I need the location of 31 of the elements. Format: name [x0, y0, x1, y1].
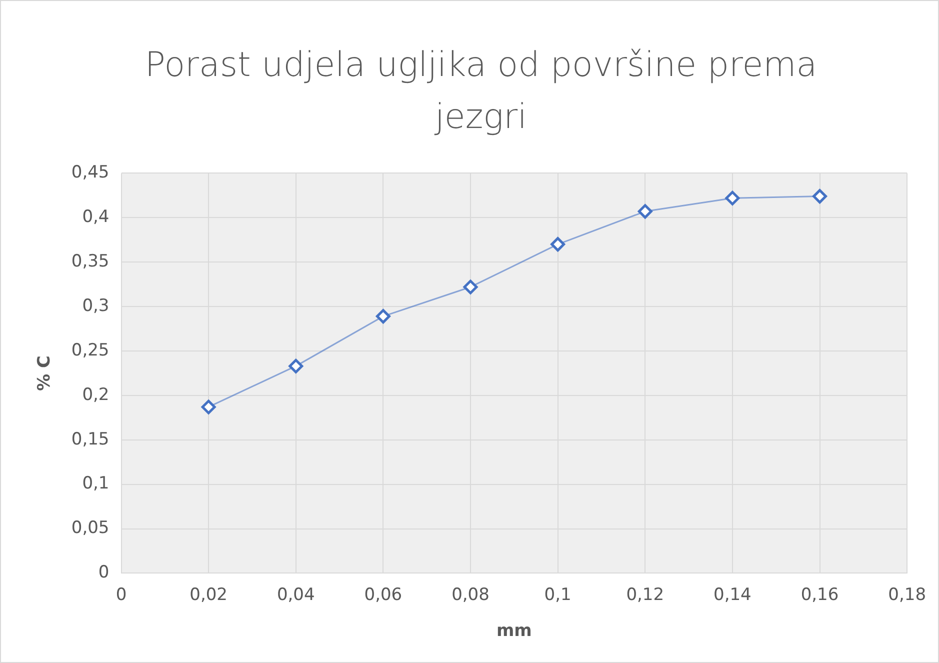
x-tick-label: 0,18	[888, 584, 926, 605]
x-tick-label: 0,04	[276, 584, 315, 605]
y-tick-label: 0,1	[82, 474, 110, 494]
y-axis-title: % C	[34, 355, 55, 391]
x-tick-label: 0,08	[452, 584, 490, 605]
point	[463, 280, 478, 294]
point	[201, 400, 216, 414]
y-tick-label: 0,4	[82, 207, 110, 228]
point	[550, 237, 566, 252]
y-tick-label: 0,35	[71, 252, 110, 272]
x-tick-label: 0	[116, 584, 127, 605]
y-tick-label: 0	[98, 562, 110, 583]
y-tick-label: 0,15	[71, 429, 110, 450]
x-axis-title: mm	[496, 621, 532, 642]
y-tick-label: 0,05	[71, 518, 110, 538]
point	[638, 204, 652, 219]
y-tick-label: 0,25	[71, 340, 110, 360]
point	[376, 309, 390, 324]
x-tick-label: 0,02	[190, 584, 228, 605]
x-tick-label: 0,1	[544, 584, 572, 605]
y-tick-label: 0,45	[71, 162, 110, 183]
x-tick-label: 0,06	[364, 584, 402, 605]
x-tick-label: 0,14	[714, 584, 752, 605]
point	[725, 190, 740, 206]
x-tick-label: 0,16	[800, 584, 839, 605]
y-tick-label: 0,3	[82, 296, 110, 316]
y-tick-label: 0,2	[82, 384, 110, 405]
chart-title: Porast udjela ugljika od površine prema jezgri	[144, 44, 818, 139]
x-tick-label: 0,12	[626, 584, 664, 605]
point	[288, 358, 304, 374]
point	[812, 189, 828, 204]
